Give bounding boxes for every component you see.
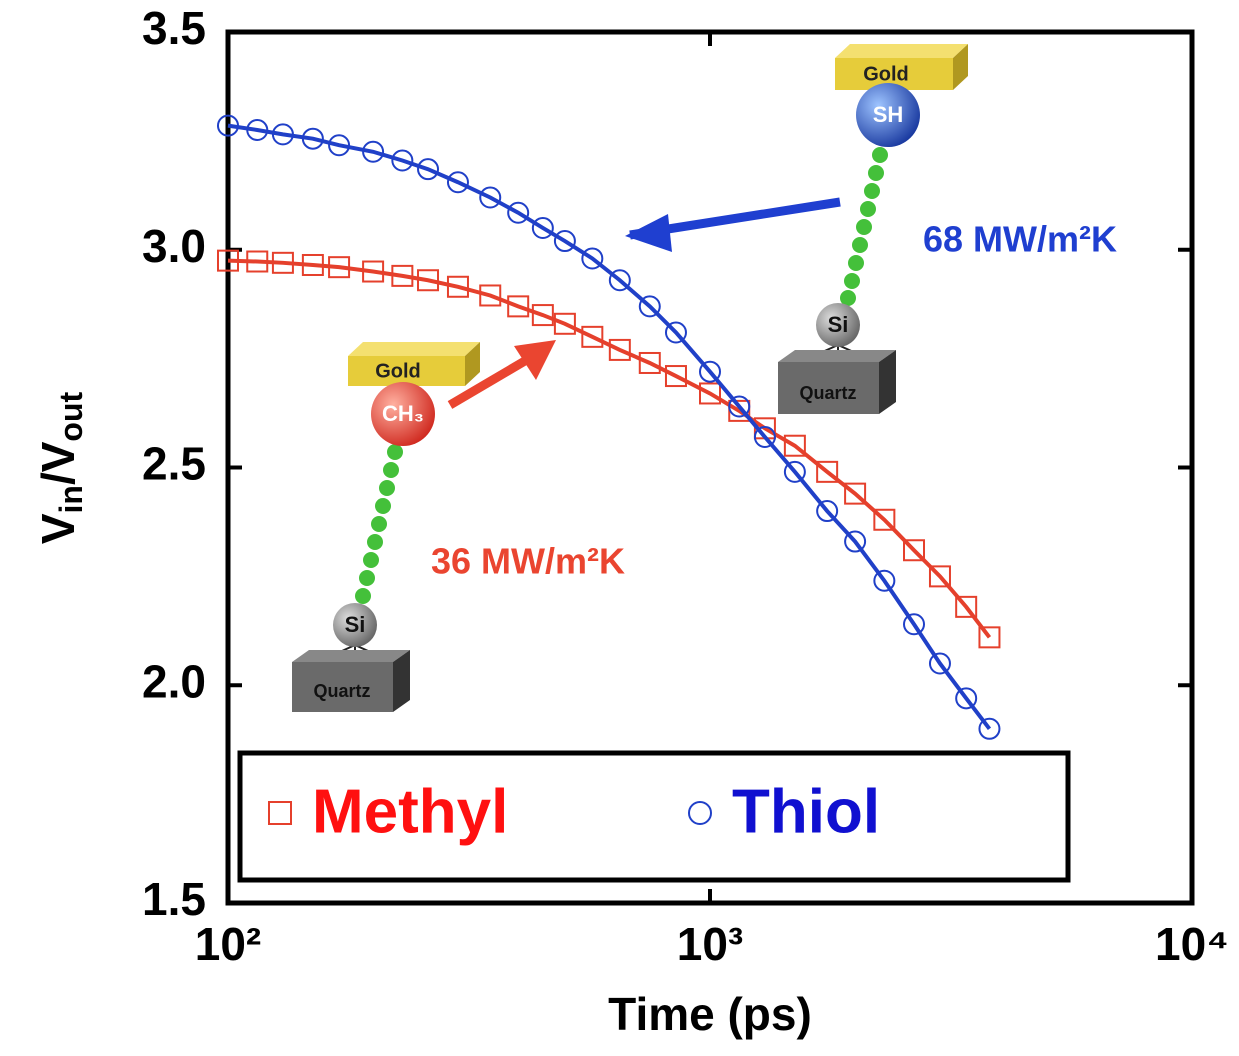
gold-top [835, 44, 968, 58]
y-label-part: V [32, 513, 84, 544]
chain [355, 444, 403, 604]
y-label-part: out [53, 391, 89, 441]
y-tick-label: 2.5 [142, 438, 206, 490]
x-axis-label: Time (ps) [608, 988, 812, 1040]
conductance-label: 36 MW/m²K [431, 541, 625, 582]
ch3-label: CH₃ [382, 401, 424, 426]
conductance-label: 68 MW/m²K [923, 219, 1117, 260]
x-tick-label: 10³ [677, 918, 743, 970]
y-label-part: in [53, 485, 89, 513]
chain [840, 147, 888, 306]
chart: Gold SH Quartz Si 68 MW/m²K Gold CH₃ Qua… [0, 0, 1239, 1051]
gold-label: Gold [863, 63, 909, 85]
quartz-top [778, 350, 896, 362]
y-tick-label: 3.0 [142, 220, 206, 272]
arrow-head [625, 214, 672, 252]
quartz-label: Quartz [799, 383, 856, 403]
methyl-diagram: Gold CH₃ Quartz Si 36 MW/m²K [292, 340, 625, 712]
si-label: Si [828, 312, 849, 337]
y-tick-label: 2.0 [142, 655, 206, 707]
y-axis-label: Vin/Vout [32, 391, 89, 544]
y-tick-label: 3.5 [142, 2, 206, 54]
y-label-part: /V [32, 441, 84, 485]
si-label: Si [345, 612, 366, 637]
legend-label: Methyl [312, 777, 508, 846]
legend-label: Thiol [732, 777, 880, 846]
gold-label: Gold [375, 360, 421, 382]
gold-top [348, 342, 480, 356]
x-tick-label: 10⁴ [1155, 918, 1229, 970]
sh-label: SH [873, 102, 904, 127]
quartz-label: Quartz [313, 681, 370, 701]
quartz-top [292, 650, 410, 662]
x-tick-label: 10² [195, 918, 261, 970]
